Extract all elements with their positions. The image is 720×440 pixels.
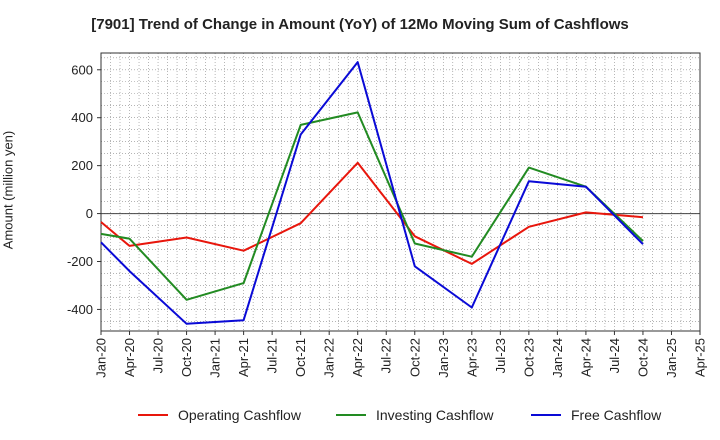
x-tick-label: Jan-22 [322,338,337,378]
y-tick-label: -400 [67,302,93,317]
y-tick-label: 400 [71,110,93,125]
x-tick-label: Jul-20 [151,338,166,373]
series-line-investing-cashflow [100,111,644,301]
x-tick-label: Oct-20 [179,338,194,377]
x-tick-label: Apr-25 [693,338,708,377]
legend-swatch [138,414,168,416]
x-tick-label: Apr-21 [236,338,251,377]
x-tick-label: Jan-20 [94,338,109,378]
x-tick-label: Oct-23 [521,338,536,377]
series-line-operating-cashflow [100,161,644,265]
y-tick-label: 200 [71,158,93,173]
plot-frame [100,52,701,332]
series-line-free-cashflow [100,61,644,325]
legend-label: Investing Cashflow [376,407,494,423]
x-tick-label: Oct-22 [407,338,422,377]
legend-item: Free Cashflow [531,404,661,426]
legend-swatch [531,414,561,416]
legend-label: Operating Cashflow [178,407,301,423]
x-tick-label: Apr-24 [578,338,593,377]
x-tick-label: Jan-24 [550,338,565,378]
x-tick-label: Jan-25 [664,338,679,378]
x-tick-label: Jan-21 [208,338,223,378]
x-tick-label: Jul-21 [265,338,280,373]
chart-title: [7901] Trend of Change in Amount (YoY) o… [91,16,629,33]
x-tick-label: Jan-23 [436,338,451,378]
x-tick-label: Oct-24 [635,338,650,377]
legend-label: Free Cashflow [571,407,662,423]
legend: Operating Cashflow Investing Cashflow Free… [0,404,720,426]
x-tick-label: Apr-23 [464,338,479,377]
x-tick-label: Oct-21 [293,338,308,377]
x-tick-label: Apr-20 [122,338,137,377]
x-tick-label: Jul-23 [493,338,508,373]
x-tick-label: Jul-24 [607,338,622,373]
y-tick-label: 0 [86,206,93,221]
legend-item: Investing Cashflow [336,404,494,426]
y-tick-label: 600 [71,62,93,77]
x-tick-label: Jul-22 [379,338,394,373]
x-tick-label: Apr-22 [350,338,365,377]
legend-item: Operating Cashflow [138,404,301,426]
legend-swatch [336,414,366,416]
y-tick-label: -200 [67,254,93,269]
plot-area [101,53,700,331]
